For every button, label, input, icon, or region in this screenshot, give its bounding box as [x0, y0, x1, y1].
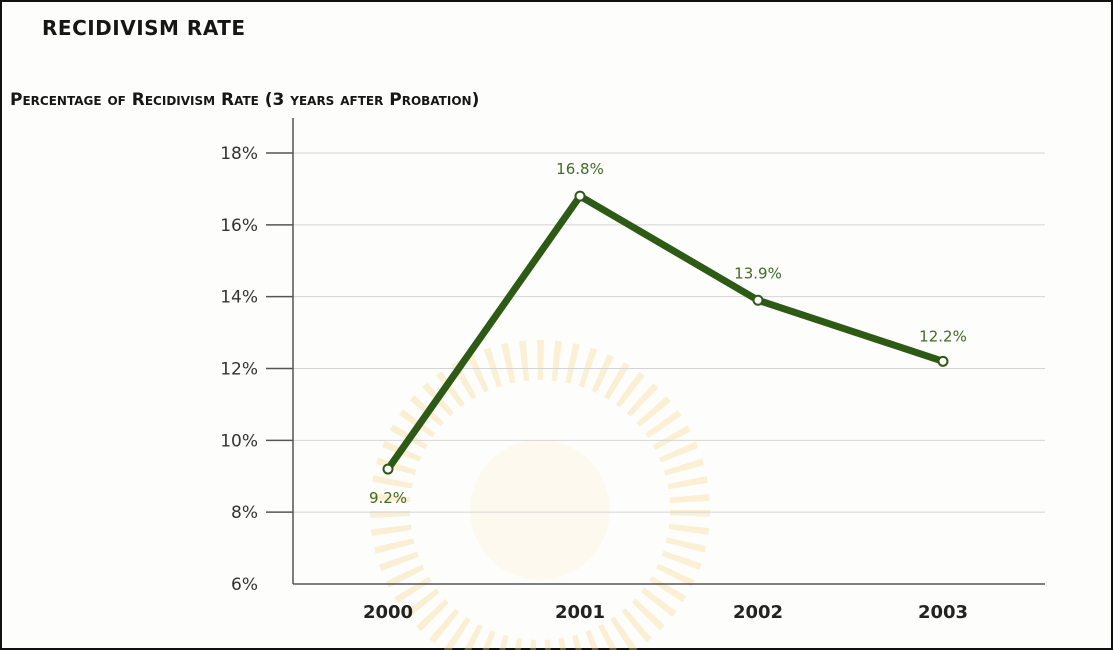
- x-category-label: 2000: [363, 602, 413, 623]
- data-point: [752, 294, 764, 306]
- y-tick-label: 18%: [220, 144, 258, 164]
- y-tick-label: 10%: [220, 431, 258, 451]
- data-label: 16.8%: [556, 160, 604, 178]
- y-tick-label: 14%: [220, 288, 258, 308]
- data-label: 9.2%: [369, 489, 407, 507]
- chart-title: RECIDIVISM RATE: [42, 16, 246, 40]
- data-point: [382, 463, 394, 475]
- x-category-label: 2002: [733, 602, 783, 623]
- x-category-label: 2003: [918, 602, 968, 623]
- watermark-emblem: [370, 340, 710, 650]
- data-point: [937, 355, 949, 367]
- chart-subtitle: Percentage of Recidivism Rate (3 years a…: [10, 90, 480, 110]
- y-tick-label: 6%: [231, 575, 258, 595]
- y-tick-label: 12%: [220, 360, 258, 380]
- data-point: [574, 190, 586, 202]
- x-category-label: 2001: [555, 602, 605, 623]
- series-line: [384, 192, 947, 473]
- y-tick-label: 8%: [231, 503, 258, 523]
- data-label: 13.9%: [734, 264, 782, 282]
- data-label: 12.2%: [919, 327, 967, 345]
- y-tick-label: 16%: [220, 216, 258, 236]
